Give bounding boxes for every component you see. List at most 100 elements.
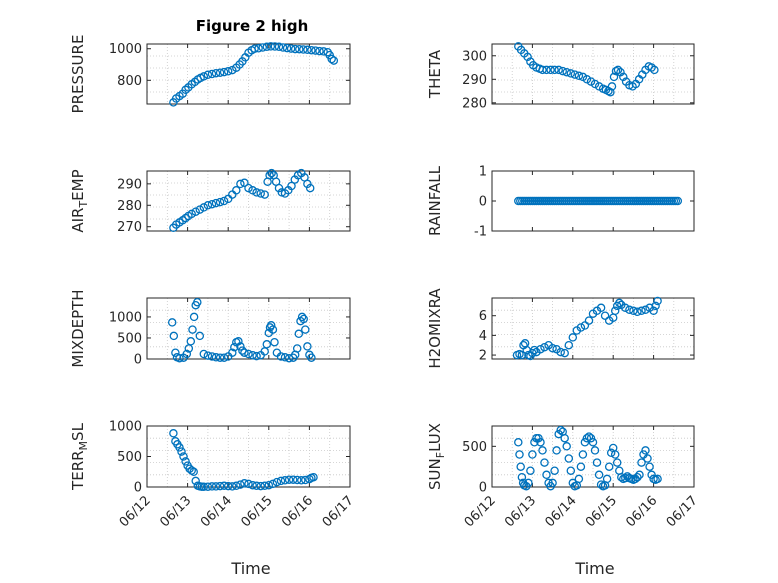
data-point (301, 325, 310, 334)
data-point (215, 481, 225, 491)
y-tick-label: 0 (134, 353, 142, 368)
data-point (564, 454, 574, 463)
y-tick-label: 280 (117, 199, 142, 214)
data-point (637, 458, 646, 467)
data-point (254, 44, 263, 53)
y-tick-label: 500 (462, 440, 487, 455)
data-point (645, 462, 654, 471)
y-axis-label-pressure: PRESSURE (69, 35, 87, 114)
data-point (517, 472, 527, 482)
data-point (258, 43, 267, 52)
data-point (311, 46, 320, 55)
data-point (228, 482, 237, 491)
data-point (566, 69, 576, 78)
data-point (244, 183, 253, 193)
subplot-mixdepth: 0 500 1000 MIXDEPTH (69, 289, 351, 368)
data-point (641, 446, 650, 455)
x-tick-label: 06/15 (583, 493, 620, 530)
data-point (574, 71, 584, 81)
data-point (515, 450, 524, 459)
data-point (193, 297, 202, 307)
data-point (673, 196, 683, 206)
data-point (621, 303, 630, 313)
data-point (594, 470, 604, 480)
data-point (590, 446, 600, 455)
grid-sun-flux (492, 426, 694, 487)
x-tick-label: 06/14 (198, 493, 235, 530)
data-point (606, 448, 616, 458)
data-point (536, 438, 545, 447)
x-tick-label: 06/14 (543, 493, 580, 530)
data-point (179, 452, 188, 461)
data-point (294, 329, 304, 339)
data-point (236, 179, 245, 189)
data-point (171, 348, 180, 357)
data-point (282, 43, 292, 53)
data-point (319, 47, 328, 56)
data-point (542, 470, 551, 480)
data-point (564, 340, 574, 350)
data-point (609, 72, 619, 82)
subplot-air-temp: 270 280 290 AIRTEMP (69, 168, 351, 235)
data-point (211, 198, 221, 208)
grid-terr-msl (147, 426, 350, 487)
data-point (252, 481, 261, 491)
data-point (633, 472, 642, 482)
figure-title: Figure 2 high (196, 17, 309, 35)
data-point (542, 65, 551, 75)
data-point (219, 196, 229, 206)
data-point (617, 472, 626, 482)
axes-frame-air-temp (146, 170, 351, 232)
data-point (175, 443, 184, 452)
data-point (602, 474, 612, 484)
data-point (286, 44, 296, 53)
subplot-pressure: 800 1000 PRESSURE (69, 35, 351, 114)
data-point (307, 45, 316, 55)
x-tick-label: 06/13 (157, 493, 194, 530)
y-tick-label: 6 (479, 309, 487, 324)
data-point (307, 353, 316, 362)
data-point (199, 482, 209, 491)
data-point (556, 425, 565, 435)
data-point (653, 474, 662, 484)
data-point (540, 458, 549, 467)
data-point (248, 480, 257, 490)
y-axis-label-mixdepth: MIXDEPTH (69, 289, 87, 367)
series-mixdepth (167, 297, 316, 363)
y-tick-label: 1000 (109, 420, 142, 435)
data-point (248, 350, 257, 360)
y-tick-label: 500 (117, 450, 142, 465)
data-point (207, 352, 217, 361)
data-point (546, 65, 555, 75)
data-point (219, 67, 229, 77)
data-point (292, 344, 302, 353)
axes-frame-theta (491, 43, 695, 105)
data-point (267, 168, 276, 178)
y-tick-label: 1000 (109, 42, 142, 57)
data-point (588, 438, 598, 447)
data-point (596, 480, 606, 489)
data-point (309, 472, 318, 482)
data-point (552, 446, 561, 455)
data-point (268, 325, 278, 334)
data-point (280, 353, 290, 362)
data-point (536, 344, 545, 354)
data-point (186, 337, 196, 346)
y-axis-label-h2omixra: H2OMIXRA (426, 288, 444, 369)
y-tick-label: 0 (134, 481, 142, 496)
data-point (303, 45, 312, 55)
data-point (520, 339, 530, 348)
data-point (230, 342, 239, 352)
data-point (568, 333, 578, 342)
grid-air-temp (147, 171, 350, 231)
data-point (223, 67, 233, 76)
x-tick-label: 06/13 (502, 493, 539, 530)
y-tick-label: 290 (462, 73, 487, 88)
data-point (576, 323, 586, 332)
x-tick-label: 06/15 (239, 493, 276, 530)
data-point (240, 348, 249, 357)
x-tick-label: 06/17 (664, 493, 701, 530)
data-point (199, 72, 209, 81)
data-point (266, 42, 276, 51)
